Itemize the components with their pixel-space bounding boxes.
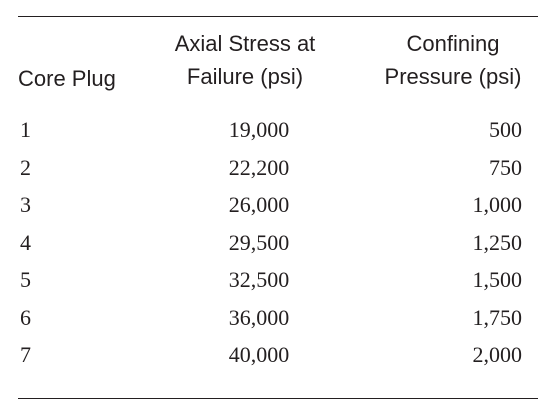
cell-core-plug: 6	[20, 304, 31, 330]
header-axial-stress-line1: Axial Stress at	[174, 31, 316, 56]
cell-core-plug: 7	[20, 342, 31, 367]
header-confining-pressure: Confining Pressure (psi)	[353, 27, 552, 93]
data-table: 1 19,000 500 2 22,200 750 3 26,000 1,000…	[0, 111, 552, 374]
cell-confining-pressure: 750	[489, 154, 522, 180]
cell-confining-pressure: 1,250	[472, 229, 523, 255]
cell-axial-stress: 36,000	[228, 304, 290, 330]
header-axial-stress-line2: Failure (psi)	[186, 64, 304, 89]
cell-core-plug: 1	[20, 117, 31, 142]
cell-core-plug: 2	[20, 154, 31, 180]
cell-axial-stress: 22,200	[228, 154, 290, 180]
cell-confining-pressure: 1,750	[472, 304, 523, 330]
table-row: 1 19,000 500	[0, 111, 552, 149]
top-rule	[18, 16, 538, 17]
header-core-plug: Core Plug	[18, 66, 116, 91]
cell-core-plug: 3	[20, 192, 31, 217]
cell-axial-stress: 29,500	[228, 229, 290, 255]
table-row: 7 40,000 2,000	[0, 336, 552, 374]
cell-axial-stress: 32,500	[228, 267, 290, 292]
cell-axial-stress: 26,000	[228, 192, 290, 217]
cell-axial-stress: 19,000	[228, 117, 290, 142]
table-row: 5 32,500 1,500	[0, 261, 552, 299]
cell-confining-pressure: 1,500	[472, 267, 523, 292]
bottom-rule	[18, 398, 538, 399]
table-row: 3 26,000 1,000	[0, 186, 552, 224]
table-row: 4 29,500 1,250	[0, 224, 552, 262]
cell-confining-pressure: 2,000	[472, 342, 523, 367]
header-confining-line1: Confining	[406, 31, 500, 56]
table-row: 2 22,200 750	[0, 149, 552, 187]
cell-confining-pressure: 500	[489, 117, 522, 142]
header-axial-stress: Axial Stress at Failure (psi)	[120, 27, 370, 93]
header-confining-line2: Pressure (psi)	[384, 64, 522, 89]
cell-core-plug: 4	[20, 229, 31, 255]
cell-core-plug: 5	[20, 267, 31, 292]
cell-confining-pressure: 1,000	[472, 192, 523, 217]
cell-axial-stress: 40,000	[228, 342, 290, 367]
table-row: 6 36,000 1,750	[0, 299, 552, 337]
